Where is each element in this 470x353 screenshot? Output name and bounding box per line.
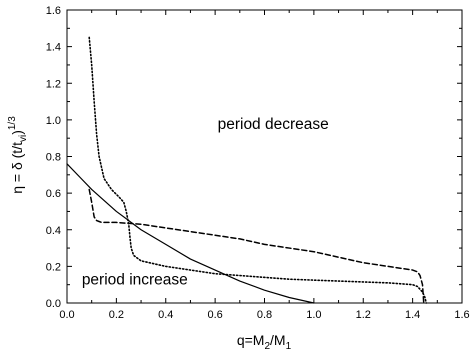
- series-solid-line: [66, 163, 315, 304]
- y-tick-label: 0.8: [46, 152, 61, 164]
- series-dashed-line: [88, 188, 425, 304]
- annotation-period-decrease: period decrease: [218, 116, 329, 133]
- x-tick-label: 0.0: [59, 309, 74, 321]
- series-layer: [66, 36, 427, 304]
- plot-frame: [66, 9, 463, 304]
- y-axis-title: η = δ (t/tvi)1/3: [7, 116, 29, 194]
- x-tick-label: 0.4: [158, 309, 173, 321]
- y-tick-label: 0.6: [46, 188, 61, 200]
- x-tick-label: 0.2: [109, 309, 124, 321]
- y-tick-label: 1.4: [46, 42, 61, 54]
- y-tick-label: 1.2: [46, 78, 61, 90]
- y-tick-label: 0.4: [46, 225, 61, 237]
- x-axis-title: q=M2/M1: [237, 332, 292, 352]
- x-tick-label: 1.0: [306, 309, 321, 321]
- y-tick-label: 1.0: [46, 115, 61, 127]
- series-dotted-line: [88, 36, 427, 304]
- x-tick-label: 1.2: [356, 309, 371, 321]
- annotation-period-increase: period increase: [82, 272, 188, 289]
- annotation-layer: period decrease period increase: [82, 116, 329, 289]
- x-tick-label: 1.4: [405, 309, 420, 321]
- y-tick-label: 0.0: [46, 298, 61, 310]
- axes-layer: [66, 9, 463, 304]
- y-tick-label: 0.2: [46, 261, 61, 273]
- y-tick-label: 1.6: [46, 5, 61, 17]
- x-tick-label: 0.8: [257, 309, 272, 321]
- x-tick-label: 1.6: [454, 309, 469, 321]
- x-tick-label: 0.6: [207, 309, 222, 321]
- tick-layer: 0.0 0.2 0.4 0.6 0.8 1.0 1.2 1.4 1.6 0.0 0.2 0.4 0.6 0…: [46, 5, 470, 321]
